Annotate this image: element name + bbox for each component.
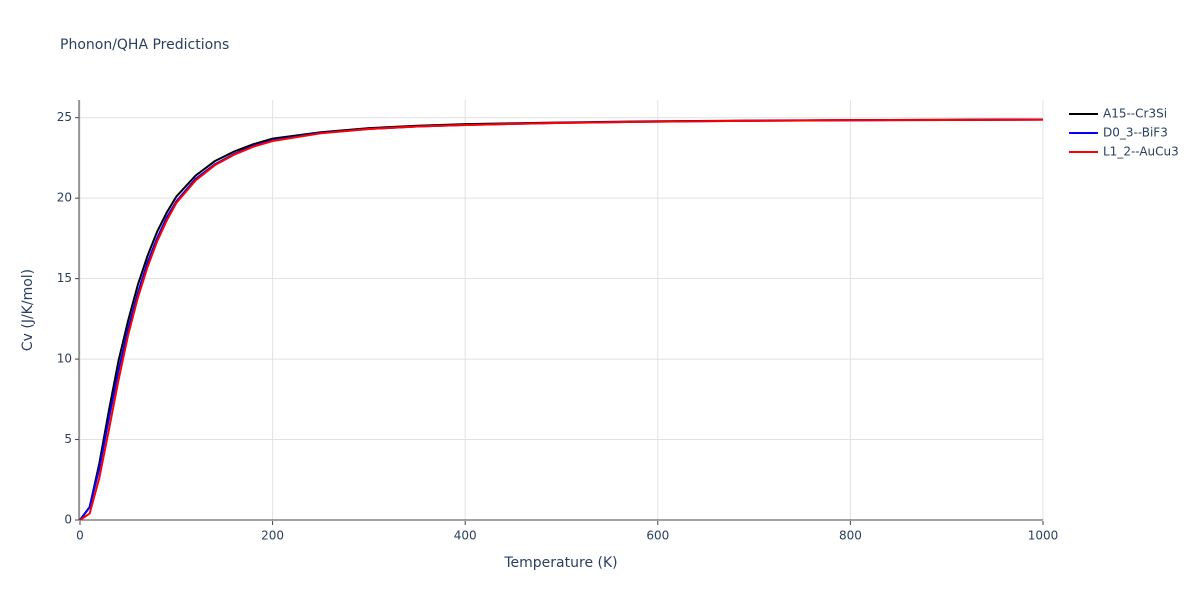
y-axis-label: Cv (J/K/mol): [20, 269, 36, 351]
legend-label: L1_2--AuCu3: [1103, 145, 1179, 159]
x-axis-label: Temperature (K): [503, 555, 617, 571]
legend-label: D0_3--BiF3: [1103, 126, 1168, 140]
series-line: [79, 118, 1044, 521]
x-tick-label: 200: [261, 529, 284, 543]
y-tick-label: 5: [64, 432, 72, 446]
chart-title: Phonon/QHA Predictions: [60, 37, 229, 53]
y-tick-label: 20: [57, 191, 72, 205]
y-tick-label: 25: [57, 110, 72, 124]
legend-label: A15--Cr3Si: [1103, 107, 1167, 121]
y-tick-label: 0: [64, 513, 72, 527]
series-line: [79, 118, 1044, 521]
y-tick-label: 10: [57, 352, 72, 366]
x-tick-label: 800: [839, 529, 862, 543]
series-line: [79, 118, 1044, 521]
x-tick-label: 1000: [1028, 529, 1059, 543]
plot-area: [79, 118, 1044, 521]
x-tick-label: 0: [76, 529, 84, 543]
grid: [75, 100, 1044, 525]
x-tick-label: 400: [454, 529, 477, 543]
legend: A15--Cr3Si D0_3--BiF3 L1_2--AuCu3: [1069, 107, 1179, 159]
x-tick-label: 600: [646, 529, 669, 543]
y-tick-label: 15: [57, 271, 72, 285]
